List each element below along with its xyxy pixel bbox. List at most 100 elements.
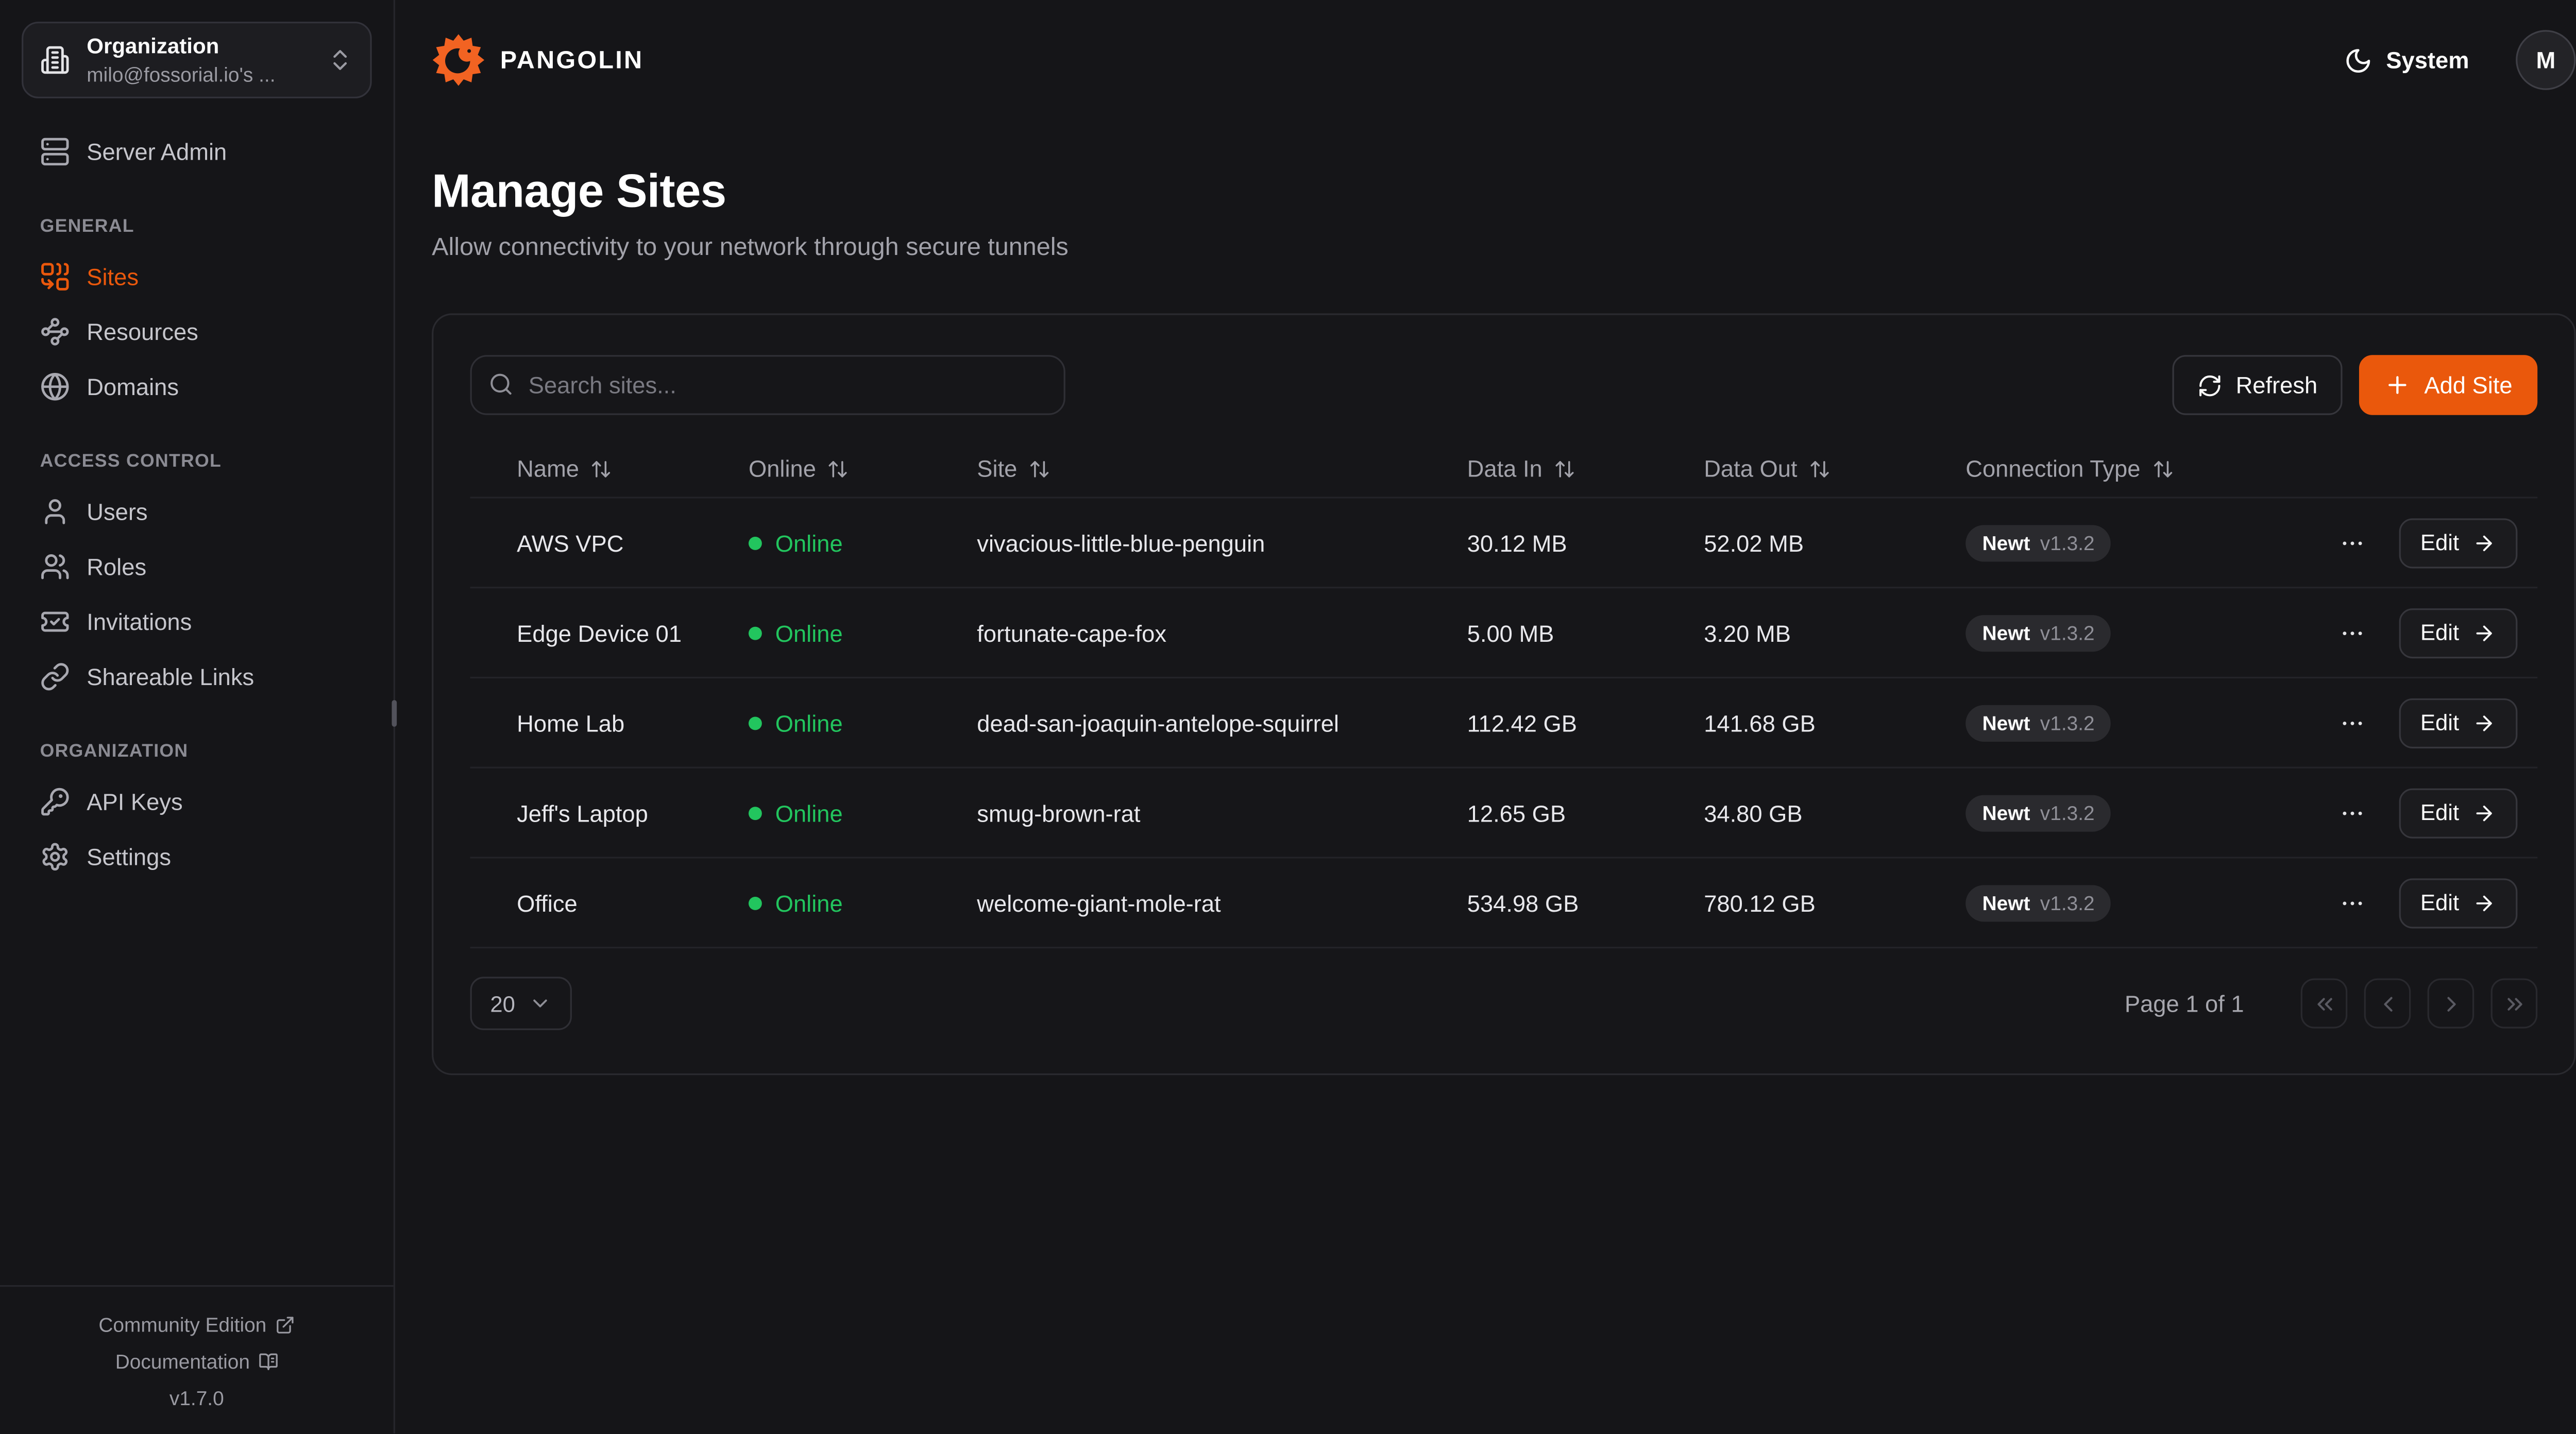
column-label: Site bbox=[977, 455, 1018, 482]
page-info: Page 1 of 1 bbox=[2124, 990, 2244, 1017]
arrow-right-icon bbox=[2476, 625, 2492, 641]
globe-icon bbox=[41, 372, 69, 400]
documentation-link[interactable]: Documentation bbox=[115, 1343, 278, 1380]
app-version: v1.7.0 bbox=[169, 1387, 224, 1410]
sidebar-item-api-keys[interactable]: API Keys bbox=[23, 774, 370, 829]
sidebar-item-settings[interactable]: Settings bbox=[23, 828, 370, 883]
online-dot-icon bbox=[748, 626, 762, 640]
sidebar-item-label: API Keys bbox=[87, 788, 183, 814]
row-menu-button[interactable] bbox=[2335, 526, 2369, 560]
brand-logo[interactable]: PANGOLIN bbox=[432, 33, 643, 87]
sidebar-item-domains[interactable]: Domains bbox=[23, 358, 370, 414]
arrow-right-icon bbox=[2476, 805, 2492, 821]
sidebar-resize-handle[interactable] bbox=[392, 700, 397, 727]
site-name: AWS VPC bbox=[517, 530, 624, 556]
connection-badge: Newt v1.3.2 bbox=[1965, 794, 2111, 831]
last-page-button[interactable] bbox=[2490, 979, 2538, 1029]
edit-button[interactable]: Edit bbox=[2398, 608, 2518, 658]
row-menu-button[interactable] bbox=[2335, 616, 2369, 650]
row-menu-button[interactable] bbox=[2335, 706, 2369, 740]
connection-name: Newt bbox=[1982, 801, 2030, 825]
sidebar-item-users[interactable]: Users bbox=[23, 483, 370, 538]
site-slug: vivacious-little-blue-penguin bbox=[977, 530, 1265, 556]
search-input[interactable] bbox=[470, 355, 1065, 416]
main-content: PANGOLIN System M Manage Sites Allow con… bbox=[395, 0, 2576, 1433]
data-in-value: 5.00 MB bbox=[1467, 619, 1554, 646]
table-footer: 20 Page 1 of 1 bbox=[470, 977, 2538, 1031]
sort-header-connection-type[interactable]: Connection Type bbox=[1965, 455, 2517, 482]
chevrons-right-icon bbox=[2506, 997, 2522, 1010]
sidebar-item-roles[interactable]: Roles bbox=[23, 538, 370, 593]
server-icon bbox=[41, 137, 69, 165]
site-name: Home Lab bbox=[517, 709, 625, 737]
table-row: Office Online welcome-giant-mole-rat 534… bbox=[470, 859, 2538, 949]
chevron-right-icon bbox=[2446, 996, 2455, 1011]
sort-header-online[interactable]: Online bbox=[749, 455, 977, 482]
site-status: Online bbox=[748, 710, 977, 736]
row-actions: Edit bbox=[2335, 788, 2518, 838]
first-page-button[interactable] bbox=[2300, 979, 2348, 1029]
data-in-value: 12.65 GB bbox=[1467, 799, 1566, 827]
column-label: Name bbox=[517, 455, 580, 482]
row-menu-button[interactable] bbox=[2335, 886, 2369, 920]
ellipsis-icon bbox=[2342, 721, 2362, 725]
row-menu-button[interactable] bbox=[2335, 796, 2369, 830]
connection-version: v1.3.2 bbox=[2040, 621, 2095, 645]
user-icon bbox=[45, 498, 65, 524]
site-name: Jeff's Laptop bbox=[517, 799, 648, 827]
sort-icon bbox=[2154, 460, 2172, 477]
column-label: Online bbox=[748, 455, 816, 482]
page-size-select[interactable]: 20 bbox=[470, 977, 572, 1031]
page-subtitle: Allow connectivity to your network throu… bbox=[432, 233, 1069, 262]
connection-name: Newt bbox=[1982, 891, 2030, 915]
connection-badge: Newt v1.3.2 bbox=[1965, 884, 2111, 921]
connection-badge: Newt v1.3.2 bbox=[1965, 524, 2111, 561]
sort-header-data-in[interactable]: Data In bbox=[1467, 455, 1704, 482]
ellipsis-icon bbox=[2342, 901, 2362, 905]
connection-version: v1.3.2 bbox=[2040, 891, 2095, 915]
connection-badge: Newt v1.3.2 bbox=[1965, 614, 2111, 652]
org-selector-text: Organization milo@fossorial.io's ... bbox=[87, 32, 310, 88]
sort-header-data-out[interactable]: Data Out bbox=[1704, 455, 1965, 482]
sidebar-item-label: Settings bbox=[87, 842, 171, 869]
edit-button[interactable]: Edit bbox=[2398, 878, 2518, 928]
column-label: Data Out bbox=[1704, 455, 1798, 482]
connection-name: Newt bbox=[1982, 621, 2030, 645]
refresh-label: Refresh bbox=[2235, 372, 2318, 399]
org-selector[interactable]: Organization milo@fossorial.io's ... bbox=[22, 22, 372, 98]
next-page-button[interactable] bbox=[2427, 979, 2475, 1029]
previous-page-button[interactable] bbox=[2364, 979, 2411, 1029]
sidebar-footer: Community Edition Documentation v1.7.0 bbox=[0, 1285, 394, 1433]
edit-button[interactable]: Edit bbox=[2398, 518, 2518, 568]
edit-button[interactable]: Edit bbox=[2398, 697, 2518, 748]
key-icon bbox=[41, 787, 69, 815]
data-out-value: 141.68 GB bbox=[1704, 709, 1816, 737]
table-row: AWS VPC Online vivacious-little-blue-pen… bbox=[470, 499, 2538, 589]
edit-button[interactable]: Edit bbox=[2398, 788, 2518, 838]
avatar[interactable]: M bbox=[2516, 30, 2576, 90]
refresh-button[interactable]: Refresh bbox=[2172, 355, 2343, 416]
add-site-button[interactable]: Add Site bbox=[2359, 355, 2538, 416]
online-label: Online bbox=[775, 530, 843, 556]
sidebar-item-server-admin[interactable]: Server Admin bbox=[23, 123, 370, 178]
sidebar-item-label: Shareable Links bbox=[87, 662, 255, 690]
users-icon bbox=[41, 553, 69, 578]
sort-header-name[interactable]: Name bbox=[517, 455, 749, 482]
sidebar-item-resources[interactable]: Resources bbox=[23, 303, 370, 358]
site-status: Online bbox=[748, 890, 977, 916]
sort-header-site[interactable]: Site bbox=[977, 455, 1467, 482]
site-status: Online bbox=[748, 620, 977, 646]
pangolin-logo-icon bbox=[432, 34, 485, 86]
section-label-access-control: ACCESS CONTROL bbox=[40, 451, 222, 472]
theme-toggle-button[interactable]: System bbox=[2334, 44, 2479, 76]
data-out-value: 52.02 MB bbox=[1704, 530, 1804, 556]
site-slug: dead-san-joaquin-antelope-squirrel bbox=[977, 709, 1339, 737]
community-edition-link[interactable]: Community Edition bbox=[98, 1307, 295, 1343]
online-dot-icon bbox=[748, 716, 762, 730]
chevron-down-icon bbox=[533, 1000, 547, 1008]
data-out-value: 34.80 GB bbox=[1704, 799, 1803, 827]
sidebar-item-shareable-links[interactable]: Shareable Links bbox=[23, 648, 370, 704]
external-link-icon bbox=[276, 1317, 294, 1334]
sidebar-item-sites[interactable]: Sites bbox=[23, 248, 370, 303]
sidebar-item-invitations[interactable]: Invitations bbox=[23, 593, 370, 648]
